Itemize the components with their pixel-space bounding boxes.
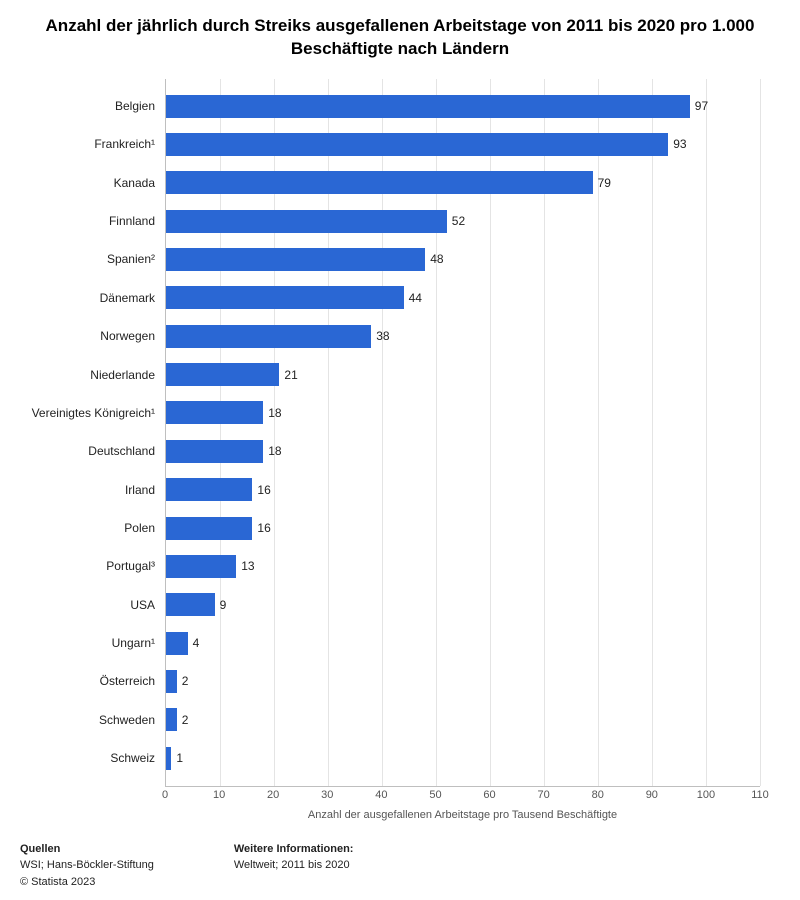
bar-row: Irland16 xyxy=(166,473,760,507)
bar-label: Polen xyxy=(21,521,161,535)
bar: 16 xyxy=(166,478,252,501)
bar-value: 13 xyxy=(236,559,254,573)
x-tick: 70 xyxy=(538,789,550,801)
bar-row: USA9 xyxy=(166,588,760,622)
x-tick: 40 xyxy=(375,789,387,801)
bar-value: 9 xyxy=(215,598,227,612)
bar-row: Niederlande21 xyxy=(166,358,760,392)
bar-row: Vereinigtes Königreich¹18 xyxy=(166,396,760,430)
bar-label: Dänemark xyxy=(21,291,161,305)
sources-block: Quellen WSI; Hans-Böckler-Stiftung © Sta… xyxy=(20,841,154,891)
bar-label: Irland xyxy=(21,483,161,497)
x-tick: 110 xyxy=(751,789,769,801)
bar: 79 xyxy=(166,171,593,194)
bar: 97 xyxy=(166,95,690,118)
bar: 9 xyxy=(166,593,215,616)
bar: 4 xyxy=(166,632,188,655)
bar-label: Niederlande xyxy=(21,368,161,382)
bar-label: Finnland xyxy=(21,214,161,228)
x-tick: 30 xyxy=(321,789,333,801)
bars-container: Belgien97 Frankreich¹93 Kanada79 Finnland52… xyxy=(165,79,760,787)
bar-label: Schweiz xyxy=(21,751,161,765)
x-tick: 60 xyxy=(483,789,495,801)
bar-value: 44 xyxy=(404,291,422,305)
info-heading: Weitere Informationen: xyxy=(234,841,354,858)
bar-value: 18 xyxy=(263,444,281,458)
bar-row: Norwegen38 xyxy=(166,319,760,353)
bar: 48 xyxy=(166,248,425,271)
bar-value: 52 xyxy=(447,214,465,228)
bar-value: 79 xyxy=(593,176,611,190)
bar: 93 xyxy=(166,133,668,156)
bar-value: 21 xyxy=(279,368,297,382)
bar-value: 16 xyxy=(252,521,270,535)
chart-title: Anzahl der jährlich durch Streiks ausgef… xyxy=(20,15,780,61)
bar-label: USA xyxy=(21,598,161,612)
x-tick: 50 xyxy=(429,789,441,801)
bar-row: Polen16 xyxy=(166,511,760,545)
bar-label: Vereinigtes Königreich¹ xyxy=(21,406,161,420)
bar-value: 1 xyxy=(171,751,183,765)
bar-value: 2 xyxy=(177,713,189,727)
x-axis-ticks: 0102030405060708090100110 xyxy=(165,787,760,805)
bar-value: 4 xyxy=(188,636,200,650)
bar-row: Ungarn¹4 xyxy=(166,626,760,660)
bar-value: 18 xyxy=(263,406,281,420)
bar-label: Frankreich¹ xyxy=(21,137,161,151)
bar-label: Deutschland xyxy=(21,444,161,458)
bar-label: Portugal³ xyxy=(21,559,161,573)
bar-label: Kanada xyxy=(21,176,161,190)
bar-row: Frankreich¹93 xyxy=(166,127,760,161)
bar-label: Österreich xyxy=(21,674,161,688)
x-tick: 90 xyxy=(646,789,658,801)
copyright-line: © Statista 2023 xyxy=(20,874,154,891)
bar-value: 16 xyxy=(252,483,270,497)
bar-row: Deutschland18 xyxy=(166,434,760,468)
bar-row: Portugal³13 xyxy=(166,549,760,583)
bar: 18 xyxy=(166,401,263,424)
bar-row: Schweden2 xyxy=(166,703,760,737)
bar-label: Ungarn¹ xyxy=(21,636,161,650)
bar-label: Spanien² xyxy=(21,252,161,266)
x-tick: 10 xyxy=(213,789,225,801)
bar: 52 xyxy=(166,210,447,233)
bar-value: 93 xyxy=(668,137,686,151)
bar-value: 97 xyxy=(690,99,708,113)
bar-row: Dänemark44 xyxy=(166,281,760,315)
x-tick: 80 xyxy=(592,789,604,801)
bar: 16 xyxy=(166,517,252,540)
bar: 1 xyxy=(166,747,171,770)
bar-value: 2 xyxy=(177,674,189,688)
bar-label: Norwegen xyxy=(21,329,161,343)
info-line: Weltweit; 2011 bis 2020 xyxy=(234,857,354,874)
bar-row: Österreich2 xyxy=(166,664,760,698)
bar: 13 xyxy=(166,555,236,578)
bar-row: Kanada79 xyxy=(166,166,760,200)
bar: 21 xyxy=(166,363,279,386)
bar-value: 48 xyxy=(425,252,443,266)
bar-row: Spanien²48 xyxy=(166,242,760,276)
bar-row: Schweiz1 xyxy=(166,741,760,775)
x-tick: 20 xyxy=(267,789,279,801)
bar: 18 xyxy=(166,440,263,463)
x-tick: 0 xyxy=(162,789,168,801)
sources-heading: Quellen xyxy=(20,841,154,858)
sources-line: WSI; Hans-Böckler-Stiftung xyxy=(20,857,154,874)
bar-label: Belgien xyxy=(21,99,161,113)
x-tick: 100 xyxy=(697,789,715,801)
footer: Quellen WSI; Hans-Böckler-Stiftung © Sta… xyxy=(20,841,780,891)
bar-row: Belgien97 xyxy=(166,89,760,123)
bar: 44 xyxy=(166,286,404,309)
info-block: Weitere Informationen: Weltweit; 2011 bi… xyxy=(234,841,354,891)
chart-area: Belgien97Frankreich¹93Kanada79Finnland52… xyxy=(20,79,780,821)
x-axis-label: Anzahl der ausgefallenen Arbeitstage pro… xyxy=(165,809,760,821)
bar: 38 xyxy=(166,325,371,348)
bar: 2 xyxy=(166,708,177,731)
bar-row: Finnland52 xyxy=(166,204,760,238)
bar-label: Schweden xyxy=(21,713,161,727)
bar-value: 38 xyxy=(371,329,389,343)
bar: 2 xyxy=(166,670,177,693)
